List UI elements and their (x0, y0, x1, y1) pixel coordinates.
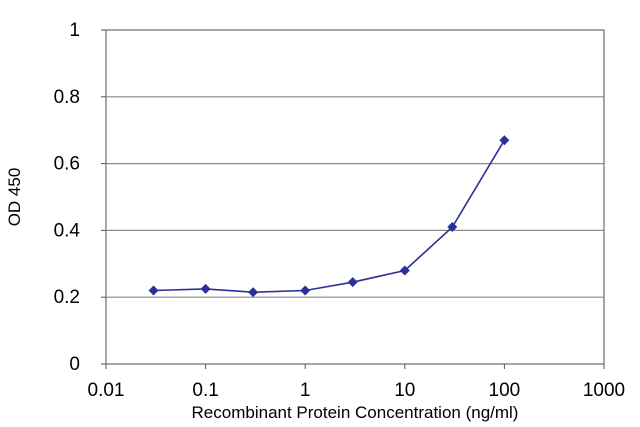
x-axis-ticks: 0.01 0.1 1 10 100 1000 (88, 364, 625, 401)
gridlines (106, 96, 604, 298)
series-line (153, 139, 506, 294)
data-point (248, 287, 259, 298)
y-tick-label: 0.8 (54, 87, 80, 108)
x-axis-title: Recombinant Protein Concentration (ng/ml… (192, 403, 519, 422)
y-tick-label: 0.6 (54, 154, 80, 175)
x-tick-label: 10 (394, 380, 415, 401)
data-point (499, 135, 510, 146)
x-tick-label: 0.01 (88, 380, 125, 401)
series-group (148, 135, 510, 298)
x-tick-label: 0.1 (192, 380, 218, 401)
y-axis-ticks: 0 0.2 0.4 0.6 0.8 1 (54, 20, 106, 375)
y-tick-label: 0.2 (54, 287, 80, 308)
data-point (148, 285, 159, 296)
data-point (300, 285, 311, 296)
x-tick-label: 100 (489, 380, 521, 401)
y-tick-label: 0 (69, 354, 80, 375)
y-axis-title: OD 450 (5, 168, 24, 227)
plot-area (105, 29, 605, 365)
data-point (347, 277, 358, 288)
y-tick-label: 0.4 (54, 220, 81, 241)
x-tick-label: 1 (300, 380, 311, 401)
data-point (200, 283, 211, 294)
x-tick-label: 1000 (583, 380, 625, 401)
y-tick-label: 1 (69, 20, 80, 41)
data-point (447, 222, 458, 233)
data-point (399, 265, 410, 276)
